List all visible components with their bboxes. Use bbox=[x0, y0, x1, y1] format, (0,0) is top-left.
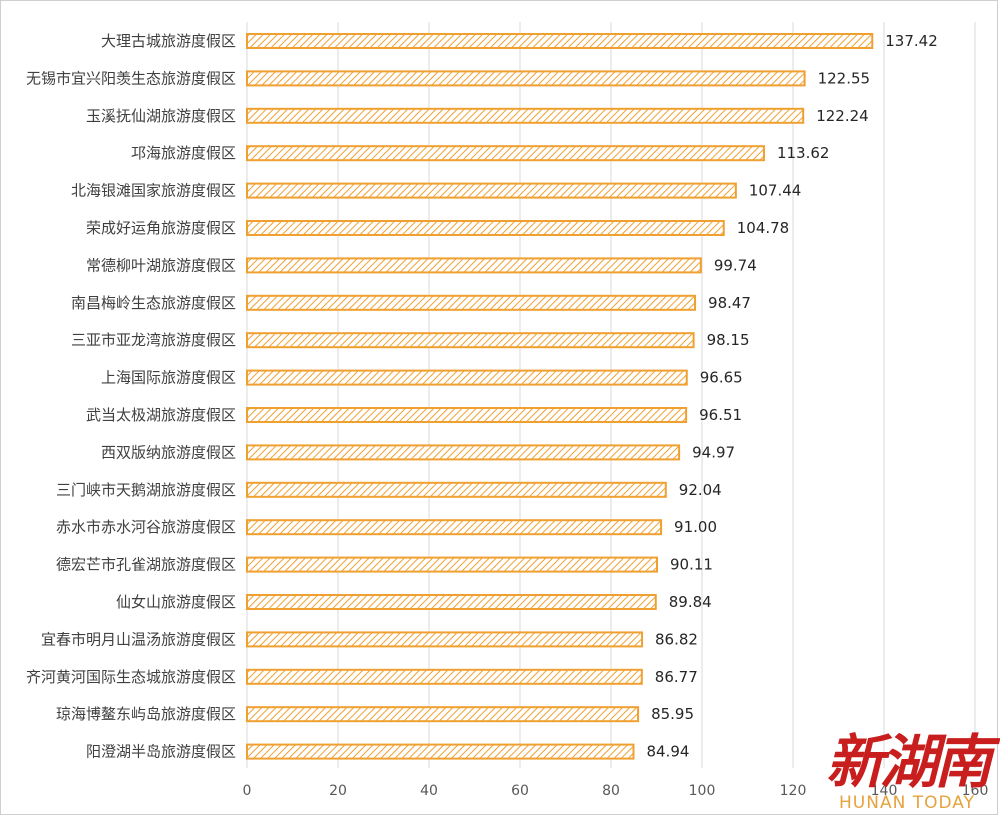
category-label: 大理古城旅游度假区 bbox=[101, 32, 236, 50]
x-tick-label: 160 bbox=[962, 783, 989, 799]
bar bbox=[246, 220, 725, 236]
bar bbox=[246, 70, 806, 87]
data-label: 96.65 bbox=[700, 369, 743, 387]
category-label: 琼海博鳌东屿岛旅游度假区 bbox=[56, 705, 236, 723]
bar bbox=[246, 145, 765, 162]
bar bbox=[246, 594, 657, 610]
data-label: 137.42 bbox=[885, 32, 938, 50]
data-label: 98.15 bbox=[707, 331, 750, 349]
data-label: 107.44 bbox=[749, 182, 802, 200]
x-tick-label: 0 bbox=[243, 783, 252, 799]
x-tick-label: 40 bbox=[420, 783, 438, 799]
data-label: 104.78 bbox=[737, 219, 790, 237]
x-tick-label: 20 bbox=[329, 783, 347, 799]
bar bbox=[246, 369, 688, 386]
watermark-sub-text: HUNAN TODAY bbox=[839, 793, 975, 813]
x-tick-label: 120 bbox=[780, 783, 807, 799]
category-label: 南昌梅岭生态旅游度假区 bbox=[71, 294, 236, 312]
bar bbox=[246, 481, 667, 498]
bar bbox=[246, 444, 681, 461]
bar bbox=[246, 294, 697, 311]
bar bbox=[246, 631, 644, 648]
data-label: 94.97 bbox=[692, 443, 735, 461]
category-label: 玉溪抚仙湖旅游度假区 bbox=[86, 107, 236, 125]
bar bbox=[246, 519, 663, 536]
bar bbox=[246, 706, 640, 723]
x-tick-label: 100 bbox=[689, 783, 716, 799]
x-tick-label: 80 bbox=[602, 783, 620, 799]
x-tick-label: 140 bbox=[871, 783, 898, 799]
x-tick-label: 60 bbox=[511, 783, 529, 799]
data-label: 92.04 bbox=[679, 481, 722, 499]
category-label: 上海国际旅游度假区 bbox=[101, 369, 236, 387]
x-axis-tick-labels: 0 20 40 60 80 100 120 140 160 bbox=[243, 783, 989, 799]
bar bbox=[246, 407, 688, 423]
category-label: 北海银滩国家旅游度假区 bbox=[71, 182, 236, 200]
bar bbox=[246, 743, 635, 760]
category-label: 常德柳叶湖旅游度假区 bbox=[86, 256, 236, 274]
data-label: 85.95 bbox=[651, 705, 694, 723]
data-labels: 137.42 122.55 122.24 113.62 107.44 104.78 99.7… bbox=[646, 32, 937, 761]
category-label: 三门峡市天鹅湖旅游度假区 bbox=[56, 481, 236, 499]
data-label: 96.51 bbox=[699, 406, 742, 424]
data-label: 86.77 bbox=[655, 668, 698, 686]
category-label: 荣成好运角旅游度假区 bbox=[86, 219, 236, 237]
bar bbox=[246, 556, 659, 573]
bar bbox=[246, 668, 643, 685]
data-label: 98.47 bbox=[708, 294, 751, 312]
data-label: 89.84 bbox=[669, 593, 712, 611]
bar bbox=[246, 332, 695, 349]
data-label: 86.82 bbox=[655, 630, 698, 648]
data-label: 122.55 bbox=[818, 69, 871, 87]
category-label: 宜春市明月山温汤旅游度假区 bbox=[41, 630, 236, 648]
data-label: 99.74 bbox=[714, 256, 757, 274]
category-label: 赤水市赤水河谷旅游度假区 bbox=[56, 518, 236, 536]
category-label: 无锡市宜兴阳羡生态旅游度假区 bbox=[26, 69, 236, 87]
grid-lines bbox=[246, 22, 976, 768]
category-label: 德宏芒市孔雀湖旅游度假区 bbox=[56, 556, 236, 574]
category-label: 阳澄湖半岛旅游度假区 bbox=[86, 743, 236, 761]
category-label: 武当太极湖旅游度假区 bbox=[86, 406, 236, 424]
category-label: 仙女山旅游度假区 bbox=[116, 593, 236, 611]
bar-series bbox=[246, 33, 874, 760]
data-label: 91.00 bbox=[674, 518, 717, 536]
data-label: 122.24 bbox=[816, 107, 869, 125]
watermark-logo: 新湖南 HUNAN TODAY bbox=[825, 728, 992, 813]
category-label: 邛海旅游度假区 bbox=[131, 144, 236, 162]
data-label: 90.11 bbox=[670, 556, 713, 574]
category-label: 西双版纳旅游度假区 bbox=[101, 443, 236, 461]
bar bbox=[246, 107, 805, 124]
bar bbox=[246, 182, 737, 199]
bar bbox=[246, 33, 874, 49]
data-label: 84.94 bbox=[646, 743, 689, 761]
watermark-logo-text: 新湖南 bbox=[825, 728, 992, 796]
category-labels: 大理古城旅游度假区无锡市宜兴阳羡生态旅游度假区玉溪抚仙湖旅游度假区邛海旅游度假区… bbox=[26, 32, 236, 761]
category-label: 齐河黄河国际生态城旅游度假区 bbox=[26, 668, 236, 686]
data-label: 113.62 bbox=[777, 144, 830, 162]
category-label: 三亚市亚龙湾旅游度假区 bbox=[71, 331, 236, 349]
bar bbox=[246, 257, 702, 274]
